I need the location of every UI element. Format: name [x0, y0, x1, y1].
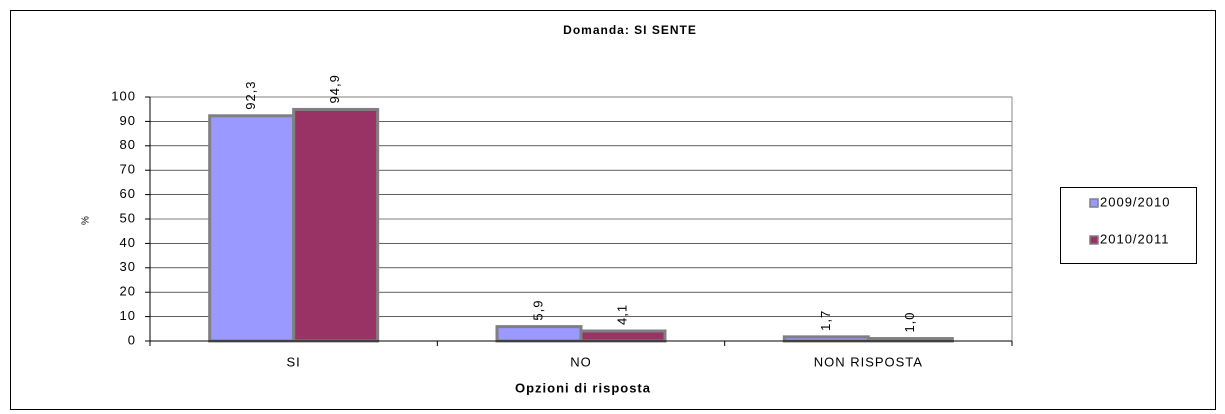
data-label: 4,1 — [614, 304, 629, 325]
x-tick-label: SI — [287, 354, 301, 369]
legend-box — [1060, 187, 1197, 264]
bar — [292, 107, 380, 343]
data-label: 94,9 — [327, 74, 342, 103]
y-tick-label: 30 — [120, 259, 136, 274]
chart-title: Domanda: SI SENTE — [563, 23, 697, 37]
legend-label: 2009/2010 — [1100, 194, 1170, 209]
y-tick-label: 70 — [120, 162, 136, 177]
y-tick-label: 60 — [120, 186, 136, 201]
chart-border — [10, 10, 1216, 410]
x-tick-label: NO — [570, 354, 592, 369]
bar — [495, 325, 583, 343]
y-axis-label: % — [81, 215, 92, 225]
y-tick-label: 40 — [120, 235, 136, 250]
bar — [579, 329, 667, 343]
data-label: 1,0 — [902, 311, 917, 332]
y-tick-label: 80 — [120, 137, 136, 152]
y-tick-label: 90 — [120, 113, 136, 128]
data-label: 92,3 — [243, 80, 258, 109]
data-label: 5,9 — [530, 300, 545, 321]
y-tick-label: 10 — [120, 308, 136, 323]
data-label: 1,7 — [818, 310, 833, 331]
bar — [782, 335, 870, 343]
legend-swatch — [1089, 235, 1099, 245]
bar — [208, 114, 296, 343]
x-tick-label: NON RISPOSTA — [814, 354, 923, 369]
y-tick-label: 20 — [120, 284, 136, 299]
x-axis-label: Opzioni di risposta — [515, 380, 651, 395]
y-tick-label: 100 — [111, 88, 136, 103]
y-tick-label: 50 — [120, 210, 136, 225]
legend-swatch — [1089, 198, 1099, 208]
y-tick-label: 0 — [128, 332, 136, 347]
legend-label: 2010/2011 — [1100, 231, 1170, 246]
